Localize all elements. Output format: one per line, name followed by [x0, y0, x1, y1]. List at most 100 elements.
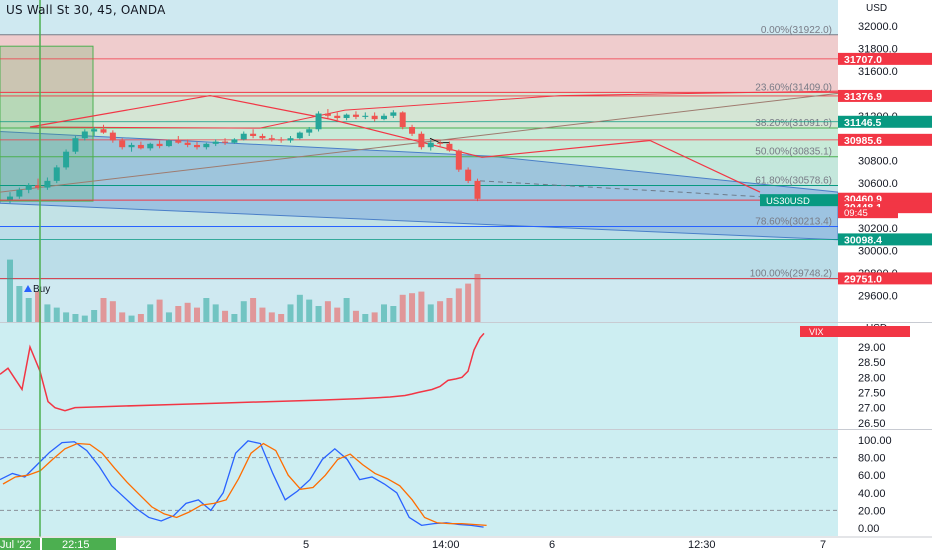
candle-body	[7, 196, 13, 200]
time-tick: 14:00	[432, 539, 460, 550]
candle-body	[334, 115, 341, 119]
fib-level-label: 78.60%(30213.4)	[755, 216, 832, 227]
price-tick: 30000.0	[858, 245, 898, 257]
volume-bar	[465, 283, 472, 322]
volume-bar	[315, 306, 322, 322]
candle-body	[306, 129, 313, 133]
vix-tick: 28.00	[858, 372, 886, 384]
price-tick: 30200.0	[858, 223, 898, 235]
volume-bar	[343, 298, 350, 322]
price-tick: 31600.0	[858, 66, 898, 78]
candle-body	[128, 144, 135, 148]
chart-title: US Wall St 30, 45, OANDA	[6, 3, 166, 17]
volume-bar	[91, 310, 98, 322]
buy-marker: Buy	[24, 284, 50, 295]
stoch-tick: 80.00	[858, 453, 886, 465]
candle-body	[437, 142, 444, 144]
price-tick: 29600.0	[858, 290, 898, 302]
volume-bar	[427, 304, 434, 322]
volume-bars	[7, 259, 481, 322]
candle-body	[446, 143, 453, 151]
candle-body	[156, 143, 163, 147]
volume-bar	[371, 312, 378, 322]
volume-bar	[296, 294, 303, 322]
time-tick-highlight	[42, 538, 116, 550]
time-axis[interactable]	[0, 537, 932, 550]
volume-bar	[455, 288, 462, 322]
volume-bar	[306, 299, 313, 322]
vix-axis[interactable]	[838, 323, 932, 429]
price-tag-label: 30985.6	[844, 135, 882, 147]
time-axis-ticks: Jul '22 22:15 5 14:00 6 12:30 7	[0, 538, 826, 550]
candle-body	[44, 180, 51, 188]
stoch-axis-ticks: 100.00 80.00 60.00 40.00 20.00 0.00	[858, 435, 892, 535]
candle-body	[63, 151, 70, 168]
time-tick: 12:30	[688, 539, 716, 550]
volume-bar	[63, 312, 70, 322]
zigzag-line	[29, 94, 761, 193]
buy-label: Buy	[33, 284, 50, 295]
countdown-label: 09:45	[844, 208, 868, 219]
vix-tick: 27.00	[858, 403, 886, 415]
stoch-tick: 0.00	[858, 523, 879, 535]
time-tick: Jul '22	[0, 539, 31, 550]
volume-bar	[184, 302, 191, 322]
candle-body	[343, 114, 350, 119]
stoch-axis[interactable]	[838, 430, 932, 536]
volume-bar	[240, 301, 247, 322]
price-tag-label: 31146.5	[844, 117, 882, 129]
candle-body	[287, 138, 294, 141]
volume-bar	[259, 307, 266, 322]
volume-bar	[119, 312, 126, 322]
volume-bar	[268, 312, 275, 322]
fib-level-label: 38.20%(31091.6)	[755, 118, 832, 129]
candle-body	[35, 185, 42, 188]
volume-bar	[175, 306, 182, 322]
fib-zone	[0, 226, 838, 279]
candle-body	[250, 133, 257, 136]
price-tick: 30800.0	[858, 156, 898, 168]
price-tag-bg	[838, 133, 932, 146]
candle-body	[278, 139, 285, 141]
candle-body	[175, 140, 182, 143]
price-tag-label: 31376.9	[844, 91, 882, 103]
candle-body	[465, 169, 472, 181]
volume-bar	[222, 310, 229, 322]
candle-body	[427, 142, 434, 148]
volume-bar	[381, 304, 387, 322]
candle-body	[81, 131, 88, 139]
candle-body	[165, 140, 172, 147]
volume-bar	[128, 315, 135, 322]
volume-bar	[147, 304, 154, 322]
volume-bar	[194, 307, 200, 322]
stoch-pane-background	[0, 430, 838, 536]
volume-bar	[137, 314, 144, 322]
candle-body	[222, 141, 229, 143]
volume-bar	[409, 293, 416, 322]
candle-body	[212, 141, 219, 144]
volume-bar	[278, 314, 285, 322]
vix-pane-background	[0, 323, 838, 429]
candle-body	[16, 189, 23, 197]
candle-body	[362, 115, 369, 117]
volume-bar	[156, 299, 163, 322]
time-tick-highlight	[0, 538, 40, 550]
candle-body	[203, 143, 210, 148]
stoch-tick: 60.00	[858, 470, 886, 482]
svg-text:VIX: VIX	[809, 327, 824, 337]
candle-body	[184, 142, 191, 145]
stoch-d-line	[2, 442, 487, 527]
price-tags: 31707.031376.931146.530985.630460.930448…	[760, 52, 932, 285]
volume-bar	[81, 315, 88, 322]
price-tick: 30600.0	[858, 178, 898, 190]
volume-bar	[203, 298, 210, 322]
vix-tick: 29.00	[858, 342, 886, 354]
price-tag-bg	[838, 52, 932, 65]
volume-bar	[418, 291, 425, 322]
vix-axis-ticks: 29.00 28.50 28.00 27.50 27.00 26.50	[858, 342, 886, 430]
volume-bar	[165, 312, 172, 322]
volume-bar	[7, 259, 13, 322]
price-tag-bg	[838, 89, 932, 102]
candle-body	[371, 115, 378, 120]
